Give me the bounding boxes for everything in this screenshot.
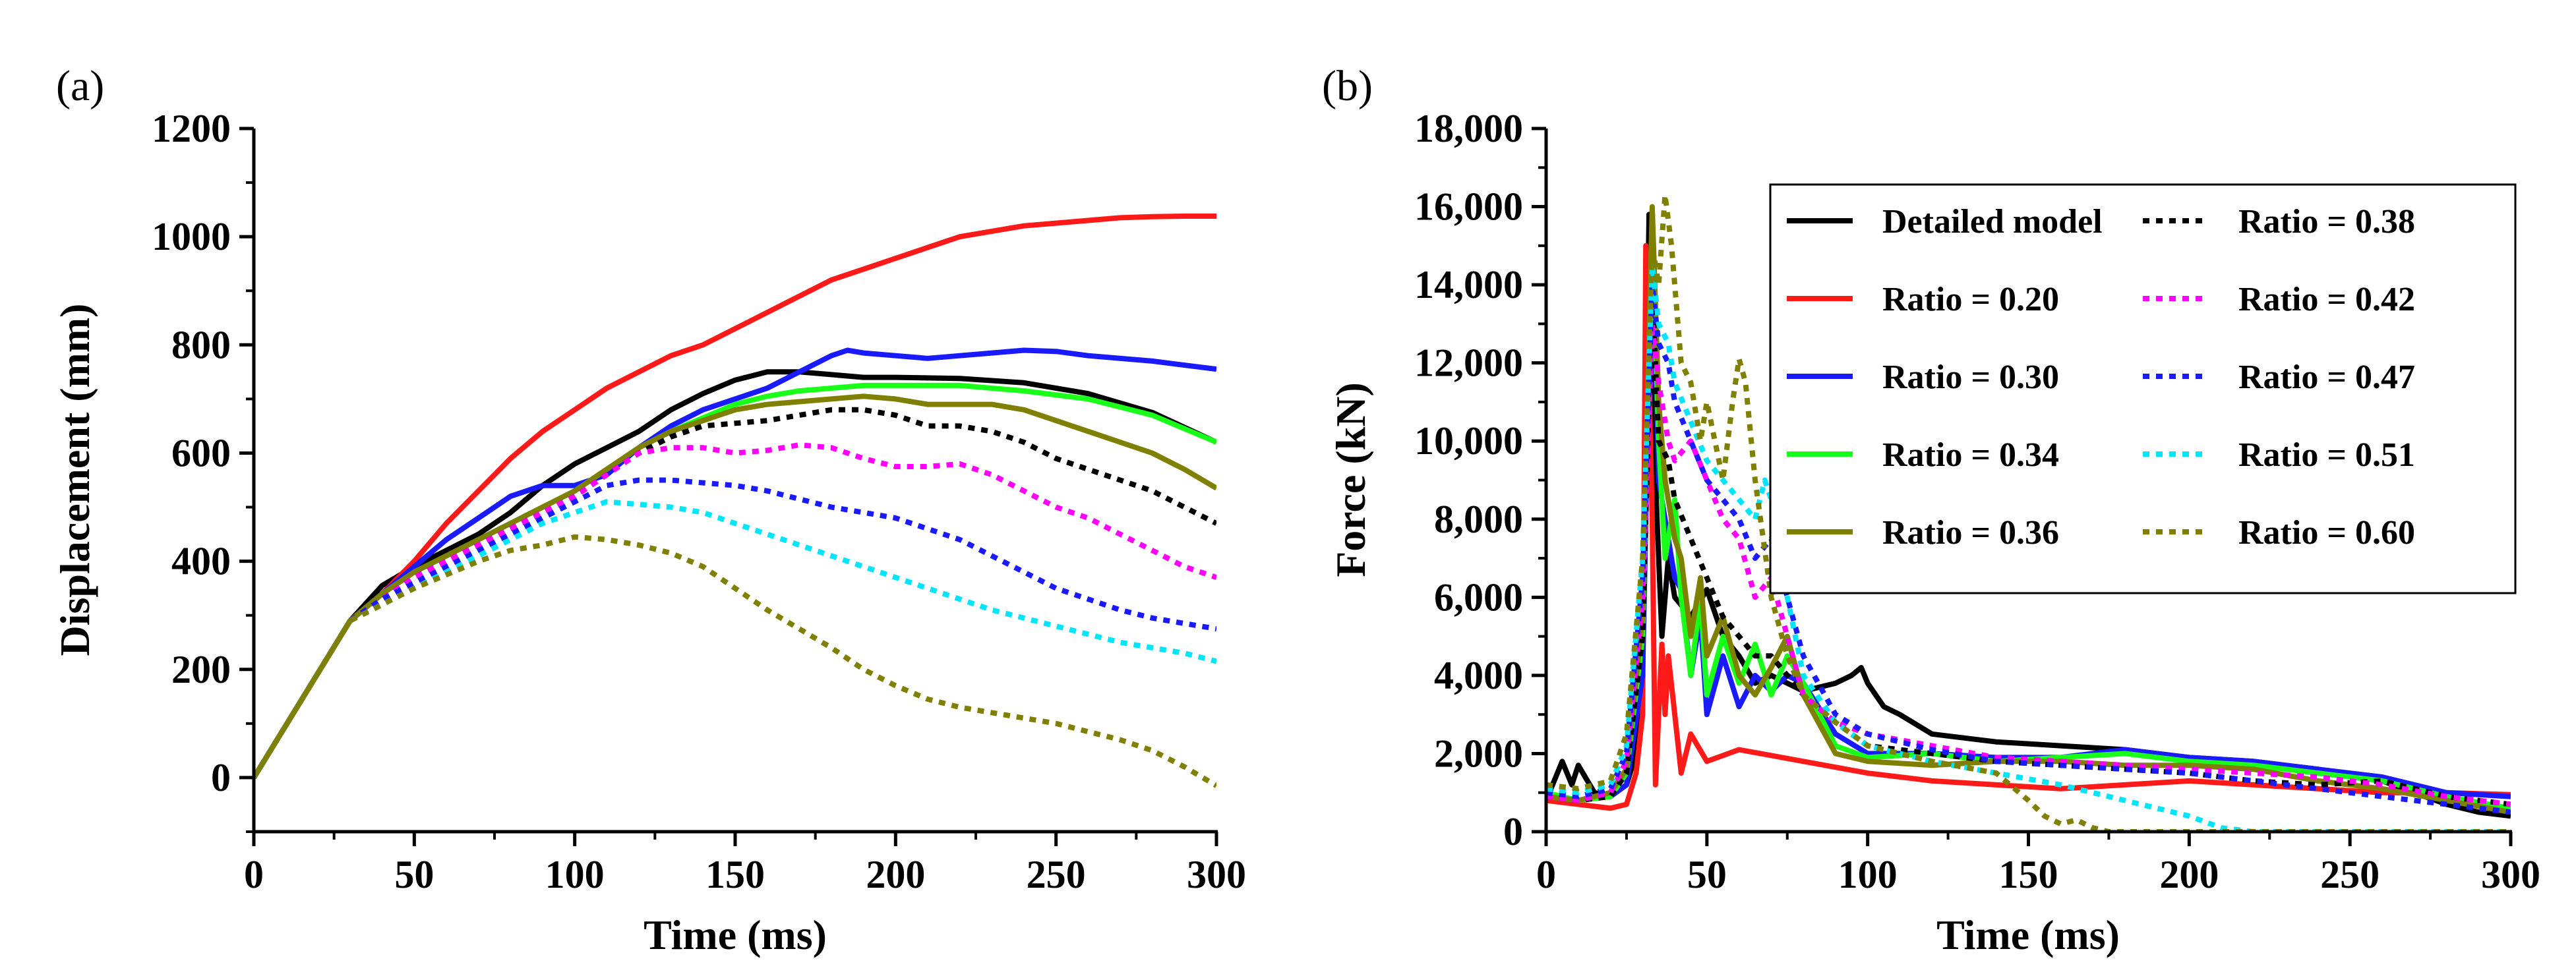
series-line-a-0 xyxy=(254,369,1216,779)
x-tick-label-a: 50 xyxy=(394,853,434,896)
series-line-a-2 xyxy=(254,347,1216,779)
legend-label: Ratio = 0.51 xyxy=(2238,436,2415,474)
x-tick-label-a: 300 xyxy=(1187,853,1246,896)
x-tick-label-a: 150 xyxy=(705,853,765,896)
legend-box xyxy=(1769,183,2517,594)
y-tick-label-a: 1200 xyxy=(152,107,231,150)
legend-label: Ratio = 0.30 xyxy=(1882,359,2059,396)
y-axis-title-b: Force (kN) xyxy=(1327,382,1374,577)
x-tick-label-b: 100 xyxy=(1838,853,1898,896)
panel-label-b: (b) xyxy=(1322,62,1373,110)
legend-label: Ratio = 0.36 xyxy=(1882,514,2059,552)
x-tick-label-a: 0 xyxy=(244,853,264,896)
legend-label: Ratio = 0.60 xyxy=(2238,514,2415,552)
legend-label: Ratio = 0.38 xyxy=(2238,203,2415,241)
x-axis-title-b: Time (ms) xyxy=(1936,911,2120,958)
y-tick-label-b: 14,000 xyxy=(1414,263,1523,306)
x-tick-label-a: 200 xyxy=(866,853,925,896)
y-tick-label-b: 16,000 xyxy=(1414,185,1523,229)
x-tick-label-a: 100 xyxy=(545,853,605,896)
y-tick-label-b: 8,000 xyxy=(1434,498,1523,541)
series-line-b-4 xyxy=(1546,204,2511,815)
legend-label: Ratio = 0.34 xyxy=(1882,436,2059,474)
x-axis-title-a: Time (ms) xyxy=(644,911,827,958)
y-tick-label-b: 2,000 xyxy=(1434,732,1523,775)
y-tick-label-a: 1000 xyxy=(152,215,231,258)
y-tick-label-a: 400 xyxy=(171,540,231,583)
series-line-a-6 xyxy=(254,442,1216,779)
y-tick-label-a: 800 xyxy=(171,323,231,366)
x-tick-label-b: 50 xyxy=(1687,853,1727,896)
y-tick-label-b: 0 xyxy=(1503,810,1523,853)
series-line-a-1 xyxy=(254,214,1216,779)
y-tick-label-a: 200 xyxy=(171,648,231,691)
panel-a: (a) 0 50 100 150 200 250 300 0 200 400 600 800 1000 12… xyxy=(51,62,1246,958)
x-tick-label-b: 200 xyxy=(2159,853,2219,896)
y-tick-label-b: 10,000 xyxy=(1414,419,1523,463)
y-tick-label-a: 600 xyxy=(171,431,231,475)
series-line-a-8 xyxy=(254,499,1216,779)
x-tick-label-b: 0 xyxy=(1536,853,1556,896)
x-tick-label-b: 150 xyxy=(1999,853,2058,896)
series-line-b-8 xyxy=(1546,262,2511,832)
series-line-b-1 xyxy=(1546,243,2511,811)
y-axis-title-a: Displacement (mm) xyxy=(51,304,98,656)
series-line-b-9 xyxy=(1546,192,2511,832)
legend-label: Ratio = 0.42 xyxy=(2238,281,2415,318)
y-tick-label-b: 6,000 xyxy=(1434,575,1523,619)
x-tick-label-b: 250 xyxy=(2320,853,2380,896)
y-tick-label-b: 4,000 xyxy=(1434,654,1523,697)
legend-label: Ratio = 0.20 xyxy=(1882,281,2059,318)
x-tick-label-a: 250 xyxy=(1027,853,1086,896)
y-tick-label-b: 18,000 xyxy=(1414,107,1523,150)
legend-label: Detailed model xyxy=(1882,203,2103,241)
panel-b: (b) 0 50 100 150 200 250 300 0 2,000 4,000 6,000 8,0… xyxy=(1322,62,2540,958)
x-tick-label-b: 300 xyxy=(2481,853,2540,896)
y-tick-label-b: 12,000 xyxy=(1414,341,1523,385)
panel-label-a: (a) xyxy=(56,62,104,110)
legend-label: Ratio = 0.47 xyxy=(2238,359,2415,396)
series-line-a-9 xyxy=(254,534,1216,788)
legend: Detailed model Ratio = 0.20 Ratio = 0.30 Ra… xyxy=(1769,183,2517,594)
series-line-a-4 xyxy=(254,393,1216,779)
series-group-a xyxy=(254,214,1216,788)
y-tick-label-a: 0 xyxy=(211,756,231,799)
series-line-a-7 xyxy=(254,477,1216,779)
